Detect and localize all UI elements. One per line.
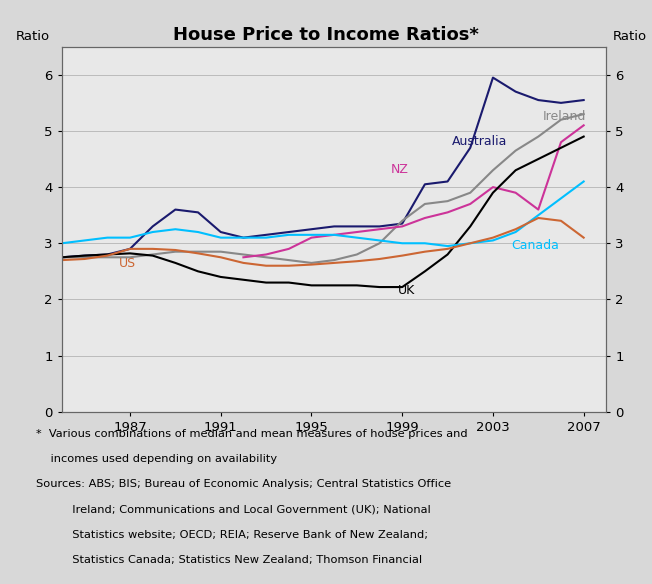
- Text: US: US: [119, 257, 136, 270]
- Text: incomes used depending on availability: incomes used depending on availability: [36, 454, 277, 464]
- Text: Sources: ABS; BIS; Bureau of Economic Analysis; Central Statistics Office: Sources: ABS; BIS; Bureau of Economic An…: [36, 479, 451, 489]
- Text: *  Various combinations of median and mean measures of house prices and: * Various combinations of median and mea…: [36, 429, 467, 439]
- Text: House Price to Income Ratios*: House Price to Income Ratios*: [173, 26, 479, 44]
- Text: Canada: Canada: [511, 239, 559, 252]
- Text: Ratio: Ratio: [16, 30, 50, 43]
- Text: Statistics website; OECD; REIA; Reserve Bank of New Zealand;: Statistics website; OECD; REIA; Reserve …: [36, 530, 428, 540]
- Text: Ireland; Communications and Local Government (UK); National: Ireland; Communications and Local Govern…: [36, 505, 430, 515]
- Text: NZ: NZ: [391, 163, 409, 176]
- Text: Ratio: Ratio: [613, 30, 647, 43]
- Text: UK: UK: [398, 284, 415, 297]
- Text: Statistics Canada; Statistics New Zealand; Thomson Financial: Statistics Canada; Statistics New Zealan…: [36, 555, 422, 565]
- Text: Australia: Australia: [452, 135, 507, 148]
- Text: Ireland: Ireland: [543, 110, 586, 123]
